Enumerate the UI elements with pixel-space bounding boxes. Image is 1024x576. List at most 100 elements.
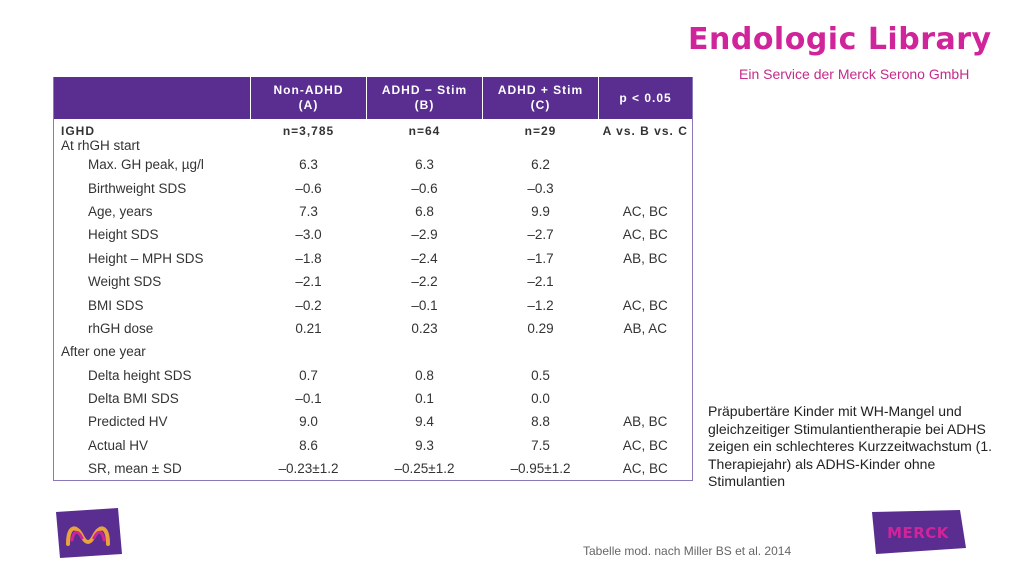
value-adhd-plus-stim: –1.7: [527, 250, 554, 266]
results-table: Non-ADHD (A) ADHD − Stim (B) ADHD + Stim (C…: [53, 77, 693, 482]
empty-cell: [599, 340, 693, 363]
significance-value: AB, BC: [623, 414, 668, 430]
value-adhd-minus-stim: 0.1: [415, 391, 434, 407]
value-non-adhd: 0.21: [295, 320, 322, 336]
significance-value: AB, BC: [623, 250, 668, 266]
value-adhd-plus-stim: 0.29: [527, 320, 554, 336]
summary-note: Präpubertäre Kinder mit WH-Mangel und gl…: [708, 403, 993, 489]
table-row-start: IGHD At rhGH start n=3,785 n=64 n=29 A v…: [54, 119, 693, 153]
value-non-adhd: –0.2: [295, 297, 322, 313]
brand-title: Endologic Library: [688, 22, 992, 57]
value-adhd-minus-stim: 6.8: [415, 203, 434, 219]
row-label: Height SDS: [88, 227, 159, 243]
row-label: Actual HV: [88, 437, 149, 453]
source-citation: Tabelle mod. nach Miller BS et al. 2014: [583, 544, 792, 558]
value-non-adhd: 0.7: [299, 367, 318, 383]
brand-subtitle: Ein Service der Merck Serono GmbH: [739, 66, 970, 82]
header-adhd-minus-stim: ADHD − Stim (B): [366, 77, 483, 119]
value-adhd-minus-stim: –2.4: [411, 250, 438, 266]
value-adhd-plus-stim: 6.2: [531, 157, 550, 173]
row-label: Max. GH peak, µg/l: [88, 157, 204, 173]
comparison-label: A vs. B vs. C: [602, 124, 688, 138]
table-row: BMI SDS –0.2 –0.1 –1.2 AC, BC: [54, 293, 693, 316]
value-adhd-minus-stim: –0.25±1.2: [394, 461, 455, 477]
value-non-adhd: 7.3: [299, 203, 318, 219]
value-adhd-minus-stim: 0.23: [411, 320, 438, 336]
value-adhd-plus-stim: –2.7: [527, 227, 554, 243]
value-non-adhd: –3.0: [295, 227, 322, 243]
empty-cell: [367, 340, 483, 363]
significance-value: AC, BC: [622, 297, 668, 313]
value-non-adhd: 6.3: [299, 157, 318, 173]
n-non-adhd: n=3,785: [282, 124, 335, 138]
significance-value: AC, BC: [622, 227, 668, 243]
value-adhd-minus-stim: 6.3: [415, 157, 434, 173]
significance-value: [599, 387, 693, 410]
row-label: Delta BMI SDS: [88, 391, 179, 407]
value-adhd-plus-stim: –2.1: [527, 274, 554, 290]
value-adhd-minus-stim: –2.9: [411, 227, 438, 243]
value-non-adhd: 9.0: [299, 414, 318, 430]
value-adhd-minus-stim: 9.4: [415, 414, 434, 430]
merck-m-logo-icon: [56, 508, 122, 558]
empty-cell: [251, 340, 367, 363]
n-adhd-minus-stim: n=64: [408, 124, 441, 138]
value-adhd-minus-stim: 9.3: [415, 437, 434, 453]
header-p-value: p < 0.05: [598, 77, 693, 119]
row-label: Age, years: [88, 203, 153, 219]
table-row: Delta height SDS 0.7 0.8 0.5: [54, 364, 693, 387]
table-row: Age, years 7.3 6.8 9.9 AC, BC: [54, 200, 693, 223]
row-label: Predicted HV: [88, 414, 168, 430]
row-label: Delta height SDS: [88, 367, 192, 383]
group-label-ighd: IGHD: [61, 124, 95, 138]
value-adhd-plus-stim: 0.0: [531, 391, 550, 407]
header-label-col: [53, 77, 251, 119]
empty-cell: [483, 340, 599, 363]
table-row: rhGH dose 0.21 0.23 0.29 AB, AC: [54, 317, 693, 340]
value-adhd-plus-stim: –0.3: [527, 180, 554, 196]
value-adhd-minus-stim: –0.6: [411, 180, 438, 196]
table-row: Max. GH peak, µg/l 6.3 6.3 6.2: [54, 153, 693, 176]
value-adhd-plus-stim: –0.95±1.2: [510, 461, 571, 477]
significance-value: AC, BC: [622, 203, 668, 219]
row-label: Height – MPH SDS: [88, 250, 204, 266]
significance-value: [599, 176, 693, 199]
row-label: Birthweight SDS: [88, 180, 187, 196]
table-row: Weight SDS –2.1 –2.2 –2.1: [54, 270, 693, 293]
table-row: Delta BMI SDS –0.1 0.1 0.0: [54, 387, 693, 410]
value-non-adhd: 8.6: [299, 437, 318, 453]
row-label: SR, mean ± SD: [88, 461, 182, 477]
value-adhd-plus-stim: 9.9: [531, 203, 550, 219]
value-non-adhd: –1.8: [295, 250, 322, 266]
header-adhd-plus-stim: ADHD + Stim (C): [482, 77, 599, 119]
header-non-adhd: Non-ADHD (A): [250, 77, 367, 119]
n-adhd-plus-stim: n=29: [524, 124, 557, 138]
row-label: BMI SDS: [88, 297, 144, 313]
significance-value: AB, AC: [623, 320, 668, 336]
svg-text:MERCK: MERCK: [887, 524, 950, 542]
table-row: Height SDS –3.0 –2.9 –2.7 AC, BC: [54, 223, 693, 246]
significance-value: AC, BC: [622, 461, 668, 477]
value-non-adhd: –0.1: [295, 391, 322, 407]
group-label-after-one-year: After one year: [61, 344, 146, 360]
significance-value: [599, 153, 693, 176]
value-adhd-minus-stim: –0.1: [411, 297, 438, 313]
table-row: Actual HV 8.6 9.3 7.5 AC, BC: [54, 434, 693, 457]
table-row: Predicted HV 9.0 9.4 8.8 AB, BC: [54, 410, 693, 433]
merck-wordmark-logo-icon: MERCK: [872, 510, 966, 554]
table-header-row: Non-ADHD (A) ADHD − Stim (B) ADHD + Stim (C…: [53, 77, 693, 119]
value-adhd-plus-stim: 0.5: [531, 367, 550, 383]
value-adhd-plus-stim: 7.5: [531, 437, 550, 453]
table-row: SR, mean ± SD –0.23±1.2 –0.25±1.2 –0.95±1.2…: [54, 457, 693, 481]
table-row: Birthweight SDS –0.6 –0.6 –0.3: [54, 176, 693, 199]
table-row: Height – MPH SDS –1.8 –2.4 –1.7 AB, BC: [54, 247, 693, 270]
value-adhd-minus-stim: 0.8: [415, 367, 434, 383]
group-label-at-start: At rhGH start: [61, 138, 140, 153]
value-adhd-minus-stim: –2.2: [411, 274, 438, 290]
value-non-adhd: –0.23±1.2: [278, 461, 339, 477]
significance-value: AC, BC: [622, 437, 668, 453]
group-row: After one year: [54, 340, 693, 363]
value-non-adhd: –0.6: [295, 180, 322, 196]
value-adhd-plus-stim: –1.2: [527, 297, 554, 313]
row-label: Weight SDS: [88, 274, 162, 290]
